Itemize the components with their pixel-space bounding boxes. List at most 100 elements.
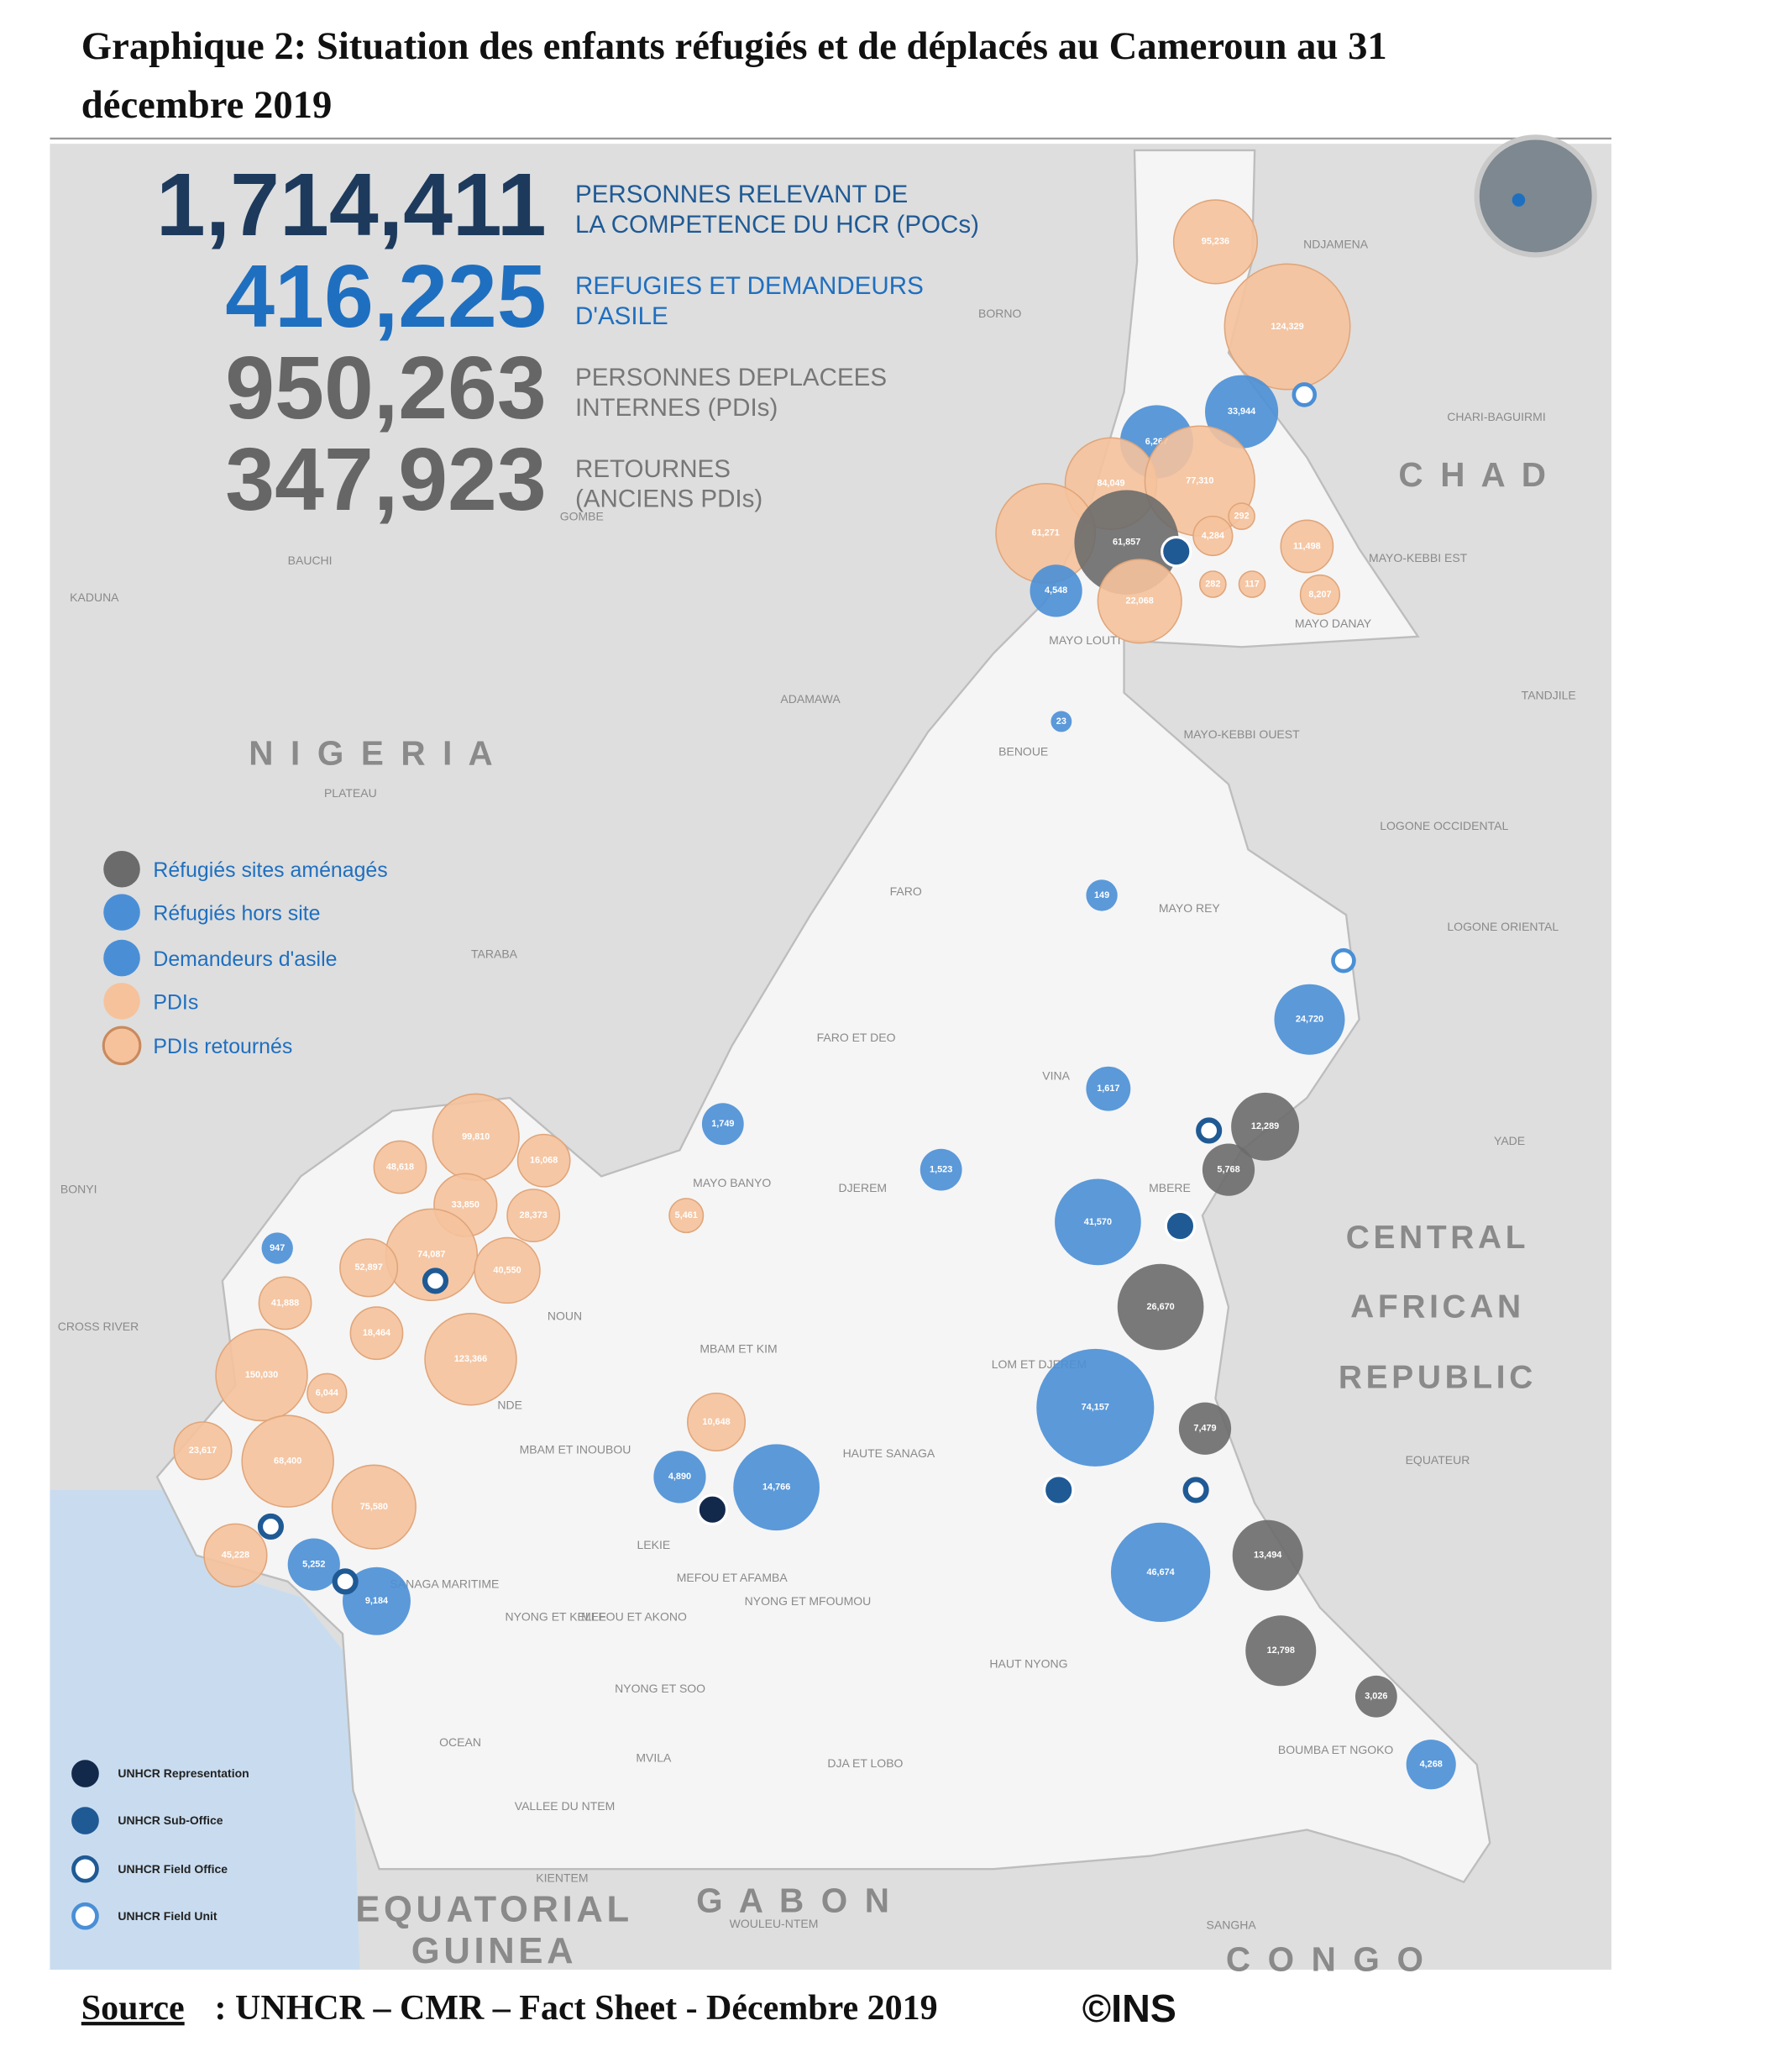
bubble-label: 282 [1205, 579, 1220, 589]
bubble-label: 95,236 [1202, 237, 1229, 247]
credit: ©INS [1082, 1986, 1176, 2030]
bubble [331, 1464, 417, 1550]
bubble [1110, 1522, 1211, 1623]
bubble [1178, 1402, 1232, 1455]
bubble [373, 1140, 427, 1194]
country-label: CENTRAL [1346, 1220, 1529, 1256]
bubble-label: 12,289 [1251, 1121, 1279, 1131]
place-label: NOUN [548, 1309, 582, 1323]
legend-swatch [103, 983, 140, 1020]
stat-label: D'ASILE [575, 302, 668, 330]
bubble-label: 68,400 [274, 1456, 301, 1467]
office-sub [1161, 535, 1192, 568]
stat-label: PERSONNES DEPLACEES [575, 364, 887, 391]
bubble [1086, 879, 1118, 911]
bubble-label: 9,184 [365, 1596, 388, 1606]
country-label: C H A D [1398, 455, 1549, 494]
country-label: C O N G O [1226, 1940, 1428, 1979]
globe-icon [1474, 134, 1597, 258]
country-label: G A B O N [696, 1881, 893, 1920]
bubble-label: 24,720 [1296, 1015, 1323, 1025]
place-label: MEFOU ET AFAMBA [677, 1571, 789, 1584]
bubble [1232, 1519, 1303, 1591]
bubble [1274, 984, 1345, 1055]
place-label: KIENTEM [536, 1871, 588, 1885]
stat-label: REFUGIES ET DEMANDEURS [575, 272, 924, 300]
country-label: REPUBLIC [1339, 1360, 1537, 1396]
bubble [1036, 1348, 1155, 1467]
legend-label: Demandeurs d'asile [153, 947, 337, 971]
place-label: BORNO [978, 307, 1021, 320]
bubble [1199, 570, 1227, 598]
bubble [1223, 263, 1351, 391]
office-legend-swatch [71, 1760, 99, 1787]
bubble-label: 41,888 [271, 1298, 299, 1308]
bubble [339, 1238, 399, 1298]
bubble-label: 4,548 [1045, 585, 1067, 596]
bubble-label: 11,498 [1293, 541, 1321, 551]
place-label: BAUCHI [288, 554, 333, 567]
place-label: MAYO-KEBBI EST [1369, 551, 1468, 564]
bubble-label: 45,228 [222, 1551, 249, 1561]
stat-number: 416,225 [225, 247, 546, 346]
place-label: BONYI [60, 1183, 97, 1196]
office-legend-label: UNHCR Field Unit [118, 1909, 217, 1923]
place-label: YADE [1494, 1134, 1525, 1147]
legend-label: PDIs retournés [153, 1035, 292, 1058]
globe-marker [1512, 193, 1526, 207]
bubble-label: 3,026 [1365, 1692, 1387, 1702]
bubble-label: 117 [1244, 579, 1260, 589]
place-label: HAUTE SANAGA [843, 1446, 935, 1460]
bubble [1051, 711, 1072, 732]
office-field [1182, 1477, 1209, 1504]
legend-label: PDIs [153, 990, 198, 1014]
bubble-label: 23 [1056, 716, 1066, 727]
office-field [332, 1568, 359, 1595]
place-label: SANGHA [1207, 1918, 1257, 1932]
bubble [701, 1103, 744, 1146]
bubble-label: 22,068 [1126, 596, 1154, 606]
bubble [1097, 559, 1182, 644]
office-legend-swatch [71, 1902, 99, 1930]
place-label: ADAMAWA [780, 692, 841, 706]
office-field [1196, 1117, 1223, 1144]
legend-swatch [103, 939, 140, 977]
bubble [1205, 375, 1279, 449]
legend-swatch [102, 1026, 142, 1066]
place-label: MAYO LOUTI [1049, 633, 1120, 647]
bubble-label: 33,850 [452, 1200, 479, 1210]
stat-label: (ANCIENS PDIs) [575, 485, 762, 513]
place-label: GOMBE [560, 509, 604, 522]
bubble [1354, 1675, 1397, 1718]
bubble [261, 1232, 293, 1264]
place-label: NYONG ET KELLE [505, 1610, 605, 1624]
office-unit [1292, 382, 1318, 407]
bubble-label: 947 [270, 1243, 285, 1253]
bubble [668, 1198, 705, 1234]
bubble-label: 61,857 [1113, 538, 1140, 548]
place-label: NDE [497, 1398, 522, 1411]
legend-label: Réfugiés sites aménagés [153, 858, 387, 882]
bubble-label: 4,284 [1202, 531, 1224, 541]
bubble-label: 23,617 [189, 1446, 217, 1456]
bubble [287, 1538, 340, 1591]
place-label: TANDJILE [1522, 688, 1576, 701]
place-label: CROSS RIVER [58, 1320, 139, 1333]
bubble-label: 77,310 [1186, 476, 1213, 486]
bubble [1192, 515, 1234, 557]
place-label: NYONG ET SOO [615, 1682, 705, 1695]
office-sub [1043, 1474, 1075, 1506]
bubble-label: 1,749 [711, 1119, 734, 1129]
bubble [1172, 199, 1259, 285]
bubble [653, 1451, 706, 1504]
country-label: AFRICAN [1350, 1288, 1525, 1325]
stat-number: 347,923 [225, 430, 546, 529]
bubble-label: 124,329 [1271, 322, 1303, 332]
bubble-label: 14,766 [762, 1483, 790, 1493]
bubble [733, 1444, 820, 1531]
place-label: DJA ET LOBO [827, 1756, 903, 1770]
bubble [1055, 1178, 1141, 1266]
bubble [1030, 564, 1082, 617]
